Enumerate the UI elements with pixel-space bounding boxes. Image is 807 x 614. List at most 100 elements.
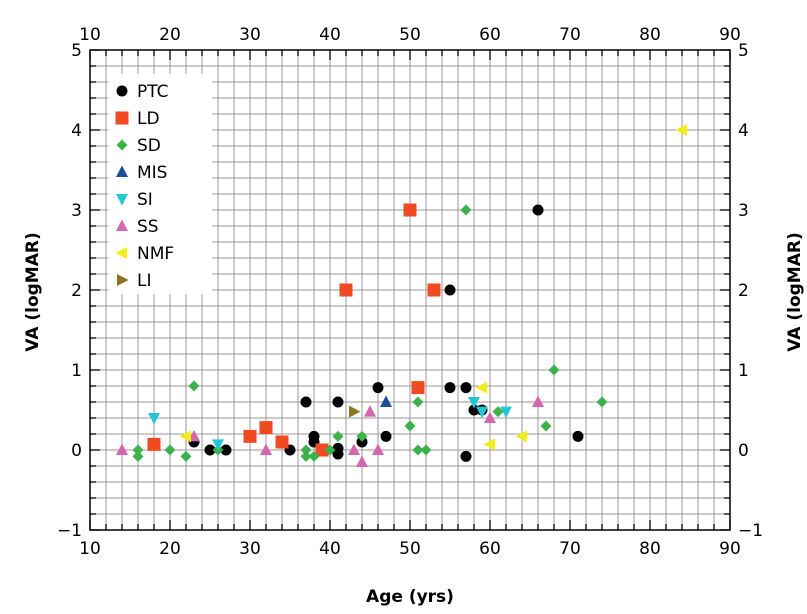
data-point-ptc bbox=[372, 382, 384, 394]
points-layer bbox=[116, 124, 687, 467]
legend-label-si: SI bbox=[137, 190, 153, 210]
data-point-ptc bbox=[444, 284, 456, 296]
data-point-ptc bbox=[220, 444, 232, 456]
legend: PTC LD SD MIS SI SS NMF LI bbox=[108, 74, 212, 294]
data-point-sd bbox=[188, 380, 200, 392]
x-tick-label-bottom: 90 bbox=[719, 539, 741, 559]
data-point-li bbox=[349, 405, 361, 418]
y-tick-label-right: 2 bbox=[738, 281, 749, 301]
data-point-sd bbox=[540, 420, 552, 432]
x-tick-label-top: 50 bbox=[399, 25, 421, 45]
legend-marker-ss bbox=[116, 219, 128, 231]
data-point-ptc bbox=[460, 450, 472, 462]
data-point-sd bbox=[548, 364, 560, 376]
x-tick-label-bottom: 80 bbox=[639, 539, 661, 559]
data-point-nmf bbox=[483, 438, 495, 451]
data-point-si bbox=[212, 439, 224, 451]
legend-label-nmf: NMF bbox=[137, 244, 174, 264]
x-tick-label-top: 80 bbox=[639, 25, 661, 45]
data-point-sd bbox=[460, 204, 472, 216]
legend-marker-ld bbox=[115, 111, 129, 125]
data-point-ld bbox=[147, 437, 161, 451]
data-point-sd bbox=[412, 444, 424, 456]
data-point-sd bbox=[132, 450, 144, 462]
data-point-ptc bbox=[532, 204, 544, 216]
y-tick-label-left: −1 bbox=[57, 521, 82, 541]
y-tick-label-left: 1 bbox=[71, 361, 82, 381]
data-point-sd bbox=[132, 444, 144, 456]
data-point-ptc bbox=[332, 396, 344, 408]
data-point-sd bbox=[324, 444, 336, 456]
data-point-mis bbox=[380, 395, 392, 407]
y-tick-label-left: 5 bbox=[71, 41, 82, 61]
data-point-ld bbox=[403, 203, 417, 217]
data-point-ld bbox=[275, 435, 289, 449]
x-tick-label-top: 90 bbox=[719, 25, 741, 45]
y-tick-label-left: 2 bbox=[71, 281, 82, 301]
data-point-ptc bbox=[460, 382, 472, 394]
data-point-si bbox=[148, 413, 160, 425]
data-point-ss bbox=[484, 411, 496, 423]
data-point-nmf bbox=[179, 430, 191, 443]
data-point-nmf bbox=[475, 381, 487, 394]
legend-marker-sd bbox=[116, 139, 128, 151]
data-point-ptc bbox=[444, 382, 456, 394]
y-tick-label-right: 4 bbox=[738, 121, 749, 141]
y-tick-label-left: 0 bbox=[71, 441, 82, 461]
x-tick-label-bottom: 50 bbox=[399, 539, 421, 559]
data-point-sd bbox=[332, 430, 344, 442]
data-point-sd bbox=[404, 420, 416, 432]
legend-label-li: LI bbox=[137, 271, 152, 291]
data-point-ld bbox=[259, 421, 273, 435]
data-point-sd bbox=[180, 450, 192, 462]
x-tick-label-bottom: 40 bbox=[319, 539, 341, 559]
y-tick-label-right: 3 bbox=[738, 201, 749, 221]
y-tick-label-left: 4 bbox=[71, 121, 82, 141]
data-point-ss bbox=[356, 455, 368, 467]
data-point-sd bbox=[492, 406, 504, 418]
y-tick-label-right: 0 bbox=[738, 441, 749, 461]
data-point-ss bbox=[372, 443, 384, 455]
x-tick-label-bottom: 30 bbox=[239, 539, 261, 559]
x-tick-label-bottom: 10 bbox=[79, 539, 101, 559]
x-tick-label-top: 40 bbox=[319, 25, 341, 45]
legend-label-mis: MIS bbox=[137, 163, 167, 183]
data-point-si bbox=[468, 397, 480, 409]
x-tick-label-top: 70 bbox=[559, 25, 581, 45]
x-tick-label-top: 10 bbox=[79, 25, 101, 45]
data-point-sd bbox=[308, 450, 320, 462]
data-point-ld bbox=[411, 381, 425, 395]
data-point-ptc bbox=[308, 430, 320, 442]
data-point-ld bbox=[243, 429, 257, 443]
data-point-ld bbox=[315, 443, 329, 457]
data-point-ptc bbox=[356, 436, 368, 448]
legend-label-ss: SS bbox=[137, 217, 159, 237]
data-point-ss bbox=[364, 405, 376, 417]
data-point-sd bbox=[164, 444, 176, 456]
data-point-sd bbox=[596, 396, 608, 408]
y-tick-label-right: 5 bbox=[738, 41, 749, 61]
x-tick-label-bottom: 60 bbox=[479, 539, 501, 559]
legend-marker-li bbox=[117, 274, 129, 286]
x-axis-title: Age (yrs) bbox=[366, 587, 454, 607]
data-point-ptc bbox=[332, 442, 344, 454]
data-point-sd bbox=[356, 430, 368, 442]
y-tick-label-left: 3 bbox=[71, 201, 82, 221]
data-point-sd bbox=[412, 396, 424, 408]
legend-marker-mis bbox=[116, 165, 128, 177]
data-point-ss bbox=[532, 395, 544, 407]
data-point-nmf bbox=[675, 124, 687, 136]
x-tick-label-bottom: 20 bbox=[159, 539, 181, 559]
data-point-sd bbox=[300, 450, 312, 462]
x-tick-label-top: 60 bbox=[479, 25, 501, 45]
legend-label-ld: LD bbox=[137, 109, 160, 129]
data-point-ptc bbox=[300, 396, 312, 408]
x-tick-label-bottom: 70 bbox=[559, 539, 581, 559]
data-point-sd bbox=[300, 444, 312, 456]
x-tick-label-top: 20 bbox=[159, 25, 181, 45]
legend-marker-ptc bbox=[116, 85, 128, 97]
x-tick-label-top: 30 bbox=[239, 25, 261, 45]
